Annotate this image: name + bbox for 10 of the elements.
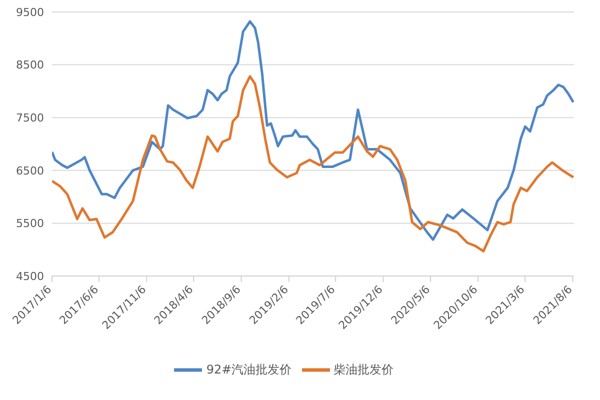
y-tick-label: 9500 [16, 6, 44, 19]
y-tick-label: 5500 [16, 217, 44, 230]
legend-label: 柴油批发价 [334, 362, 394, 376]
y-tick-label: 7500 [16, 112, 44, 125]
y-tick-label: 6500 [16, 164, 44, 178]
line-series [52, 75, 574, 252]
y-tick-label: 4500 [16, 270, 44, 283]
legend-label: 92#汽油批发价 [206, 362, 292, 376]
line-series [52, 20, 574, 241]
y-tick-label: 8500 [16, 58, 44, 72]
